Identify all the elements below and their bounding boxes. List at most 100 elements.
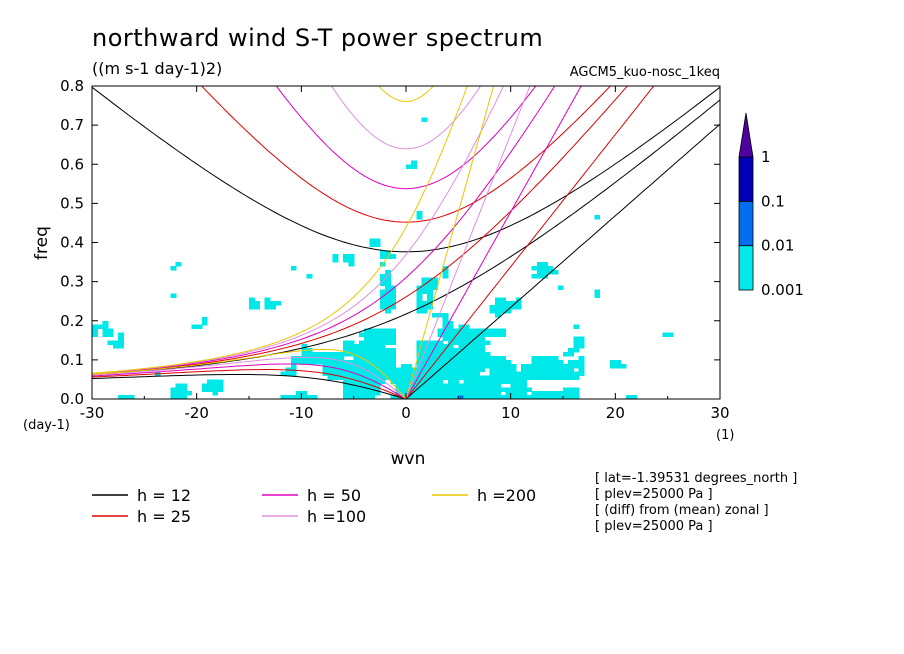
spectrum-cell [479, 332, 486, 337]
spectrum-cell [505, 363, 512, 369]
spectrum-cell [426, 379, 433, 384]
spectrum-cell [453, 336, 459, 341]
spectrum-cell [416, 301, 423, 306]
spectrum-cell [573, 336, 580, 341]
spectrum-cell [500, 375, 507, 381]
spectrum-cell [275, 301, 281, 306]
spectrum-cell [484, 332, 491, 337]
spectrum-cell [505, 391, 512, 396]
run-label: AGCM5_kuo-nosc_1keq [570, 65, 720, 80]
spectrum-cell [442, 344, 449, 349]
spectrum-cell [463, 324, 470, 330]
spectrum-cell [406, 383, 412, 388]
spectrum-cell [390, 289, 397, 294]
spectrum-cell [374, 383, 381, 388]
spectrum-cell [112, 340, 119, 345]
spectrum-cell [552, 395, 559, 399]
spectrum-cell [390, 328, 397, 334]
spectrum-cell [348, 391, 355, 396]
spectrum-cell [264, 305, 271, 310]
spectrum-cell [468, 328, 475, 334]
spectrum-cell [358, 359, 365, 365]
spectrum-cell [489, 332, 496, 337]
spectrum-cell [515, 297, 522, 302]
spectrum-cell [353, 348, 360, 353]
spectrum-cell [426, 293, 433, 298]
spectrum-cell [374, 238, 381, 244]
spectrum-cell [332, 355, 339, 361]
spectrum-cell [201, 316, 208, 322]
spectrum-cell [442, 355, 449, 361]
spectrum-cell [463, 359, 470, 365]
spectrum-cell [364, 391, 370, 396]
spectrum-cell [531, 395, 538, 399]
spectrum-cell [505, 301, 512, 306]
spectrum-cell [92, 328, 98, 334]
spectrum-cell [521, 387, 527, 392]
spectrum-cell [474, 395, 480, 399]
mrg-curve [92, 86, 468, 374]
spectrum-cell [421, 359, 428, 365]
spectrum-cell [416, 355, 423, 361]
colorbar-segment [738, 200, 754, 247]
spectrum-cell [479, 379, 486, 384]
legend-label: h =100 [307, 507, 366, 526]
y-axis-label: freq [32, 226, 52, 260]
spectrum-cell [416, 367, 423, 373]
spectrum-cell [369, 336, 376, 341]
spectrum-cell [327, 355, 334, 361]
spectrum-cell [531, 371, 538, 377]
spectrum-cell [358, 344, 365, 349]
spectrum-cell [411, 395, 418, 399]
spectrum-cell [385, 363, 391, 369]
spectrum-cell [379, 301, 386, 306]
spectrum-cell [542, 262, 548, 267]
spectrum-cell [531, 375, 538, 381]
spectrum-cell [500, 367, 507, 373]
spectrum-cell [358, 391, 365, 396]
mrg-curve [92, 99, 720, 376]
spectrum-cell [379, 348, 386, 353]
spectrum-cell [563, 375, 569, 381]
spectrum-cell [489, 371, 496, 377]
spectrum-cell [379, 336, 386, 341]
spectrum-cell [411, 371, 418, 377]
spectrum-cell [358, 332, 365, 337]
spectrum-cell [379, 332, 386, 337]
spectrum-cell [426, 355, 433, 361]
spectrum-cell [505, 305, 512, 310]
spectrum-cell [337, 375, 344, 381]
spectrum-cell [426, 371, 433, 377]
spectrum-cell [170, 387, 177, 392]
spectrum-cell [515, 395, 522, 399]
spectrum-cell [479, 344, 486, 349]
spectrum-cell [369, 363, 376, 369]
spectrum-cell [568, 359, 575, 365]
spectrum-cell [385, 336, 391, 341]
info-line-lat: [ lat=-1.39531 degrees_north ] [595, 471, 797, 486]
colorbar: 0.001 0.01 0.1 1 [738, 112, 804, 299]
spectrum-cell [426, 285, 433, 291]
spectrum-cell [505, 371, 512, 377]
spectrum-cell [201, 320, 208, 326]
spectrum-cell [536, 391, 543, 396]
spectrum-cell [442, 387, 449, 392]
spectrum-cell [468, 355, 475, 361]
spectrum-cell [348, 363, 355, 369]
spectrum-cell [505, 395, 512, 399]
spectrum-cell [374, 348, 381, 353]
y-axis-ticks: 0.0 0.1 0.2 0.3 0.4 0.5 0.6 0.7 0.8 [60, 77, 720, 408]
spectrum-cell [416, 391, 423, 396]
spectrum-cell [578, 359, 585, 365]
spectrum-cell [385, 250, 391, 255]
spectrum-cell [531, 363, 538, 369]
spectrum-cell [411, 383, 418, 388]
spectrum-cell [458, 367, 465, 373]
spectrum-cell [500, 395, 507, 399]
spectrum-cell [468, 375, 475, 381]
spectrum-cell [463, 363, 470, 369]
spectrum-cell [489, 367, 496, 373]
spectrum-cell [479, 383, 486, 388]
spectrum-cell [542, 359, 548, 365]
colorbar-extend-arrow [738, 112, 754, 158]
